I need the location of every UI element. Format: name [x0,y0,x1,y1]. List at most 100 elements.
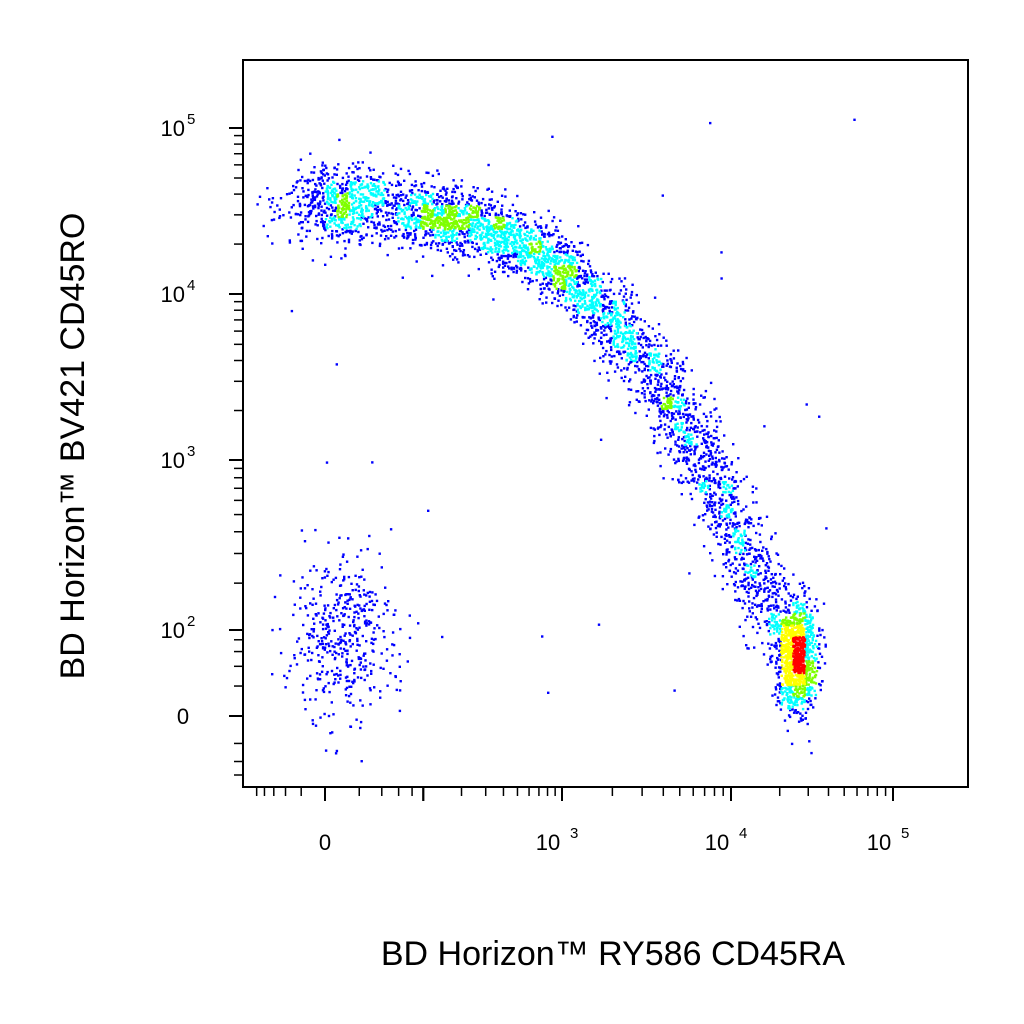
data-point [807,651,810,654]
data-point [570,293,574,296]
data-point [319,716,322,719]
data-point [500,213,503,216]
data-point [523,221,527,224]
data-point [811,626,814,629]
data-point [774,582,778,585]
data-point [792,602,795,605]
data-point [637,338,640,341]
data-point [784,582,787,585]
data-point [806,626,809,629]
data-point [279,651,283,655]
data-point [442,234,445,237]
data-point [439,189,442,192]
data-point [379,193,382,197]
data-point [706,446,709,449]
data-point [370,188,373,191]
data-point [753,548,757,551]
data-point [492,225,495,228]
data-point [766,609,769,612]
data-point [363,578,366,581]
data-point [344,193,347,197]
data-point [752,571,755,574]
data-point [345,200,349,203]
data-point [570,263,573,266]
data-point [505,237,509,240]
data-point [376,215,379,218]
data-point [715,460,718,464]
data-point [397,195,401,198]
data-point [744,546,747,550]
data-point [796,622,800,625]
data-point [594,303,598,307]
data-point [609,280,613,284]
data-point [353,183,356,186]
data-point [686,480,689,483]
data-point [698,457,702,460]
data-point [589,335,592,338]
data-point [360,575,363,578]
data-point [727,468,730,471]
data-point [677,386,680,389]
data-point [727,560,730,563]
data-point [497,244,501,248]
data-point [741,584,745,587]
data-point [391,206,394,210]
data-point [347,575,351,579]
data-point [481,223,484,226]
data-point [357,213,361,216]
data-point [353,678,356,682]
data-point [622,295,626,298]
data-point [363,615,366,618]
data-point [680,426,683,429]
data-point [542,287,546,290]
data-point [586,320,589,324]
data-point [819,684,822,687]
data-point [717,486,720,489]
data-point [788,611,791,614]
data-point [555,287,558,290]
data-point [330,701,333,704]
data-point [368,189,371,192]
data-point [326,194,330,197]
data-point [808,740,811,743]
data-point [553,263,556,267]
data-point [451,239,454,242]
data-point [599,356,602,360]
data-point [733,480,736,484]
data-point [684,402,688,405]
data-point [749,538,752,542]
data-point [332,713,335,716]
data-point [362,589,365,592]
data-point [369,689,372,692]
data-point [584,302,587,305]
data-point [618,277,621,280]
data-point [434,236,437,239]
data-point [770,573,773,576]
data-point [659,425,662,429]
data-point [772,625,775,628]
data-point [679,384,682,388]
data-point [403,212,406,215]
data-point [640,381,643,384]
data-point [547,270,550,273]
data-point [748,552,751,555]
data-point [707,508,710,511]
data-point [335,672,338,676]
data-point [380,652,383,655]
data-point [414,236,417,240]
data-point [586,243,590,247]
data-point [795,597,798,601]
data-point [535,271,538,274]
data-point [569,277,572,280]
data-point [463,235,466,239]
data-point [416,218,420,221]
data-point [318,673,322,676]
data-point [496,253,499,256]
data-point [569,274,572,277]
data-point [333,198,336,201]
data-point [290,309,294,313]
data-point [459,209,462,212]
data-point [749,562,753,566]
data-point [329,616,332,619]
data-point [341,555,345,558]
